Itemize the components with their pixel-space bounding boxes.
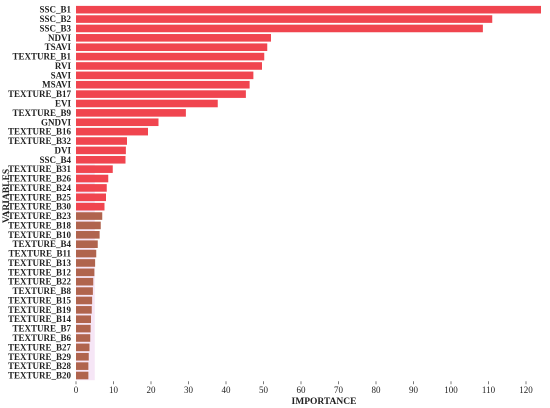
bar [76, 34, 271, 42]
bar [76, 306, 92, 314]
bar [76, 193, 106, 202]
bar [76, 62, 262, 70]
x-tick-label: 30 [184, 385, 194, 395]
category-label: TEXTURE_B31 [8, 164, 72, 174]
x-tick-label: 80 [372, 385, 382, 395]
category-label: EVI [55, 98, 72, 108]
x-tick-label: 50 [259, 385, 269, 395]
bar [76, 296, 93, 305]
category-label: TEXTURE_B26 [8, 174, 72, 184]
category-label: TEXTURE_B23 [8, 211, 72, 221]
category-label: NDVI [48, 33, 71, 43]
category-label: DVI [54, 145, 71, 155]
category-label: TEXTURE_B17 [8, 89, 72, 99]
category-label: TEXTURE_B16 [8, 127, 72, 137]
x-tick-label: 70 [334, 385, 344, 395]
category-label: SAVI [51, 70, 72, 80]
category-label: TEXTURE_B8 [12, 286, 71, 296]
category-label: TEXTURE_B11 [8, 249, 71, 259]
bar [76, 343, 90, 352]
category-label: TEXTURE_B24 [8, 183, 72, 193]
bar [76, 184, 107, 192]
bar [76, 5, 541, 14]
category-label: TEXTURE_B30 [8, 202, 72, 212]
bar [76, 212, 103, 220]
category-label: TEXTURE_B25 [8, 192, 72, 202]
bar [76, 231, 100, 239]
bars-layer [76, 5, 541, 380]
bar [76, 249, 97, 258]
bar [76, 371, 89, 380]
category-label: TEXTURE_B6 [12, 333, 71, 343]
bar [76, 137, 127, 145]
category-label: TEXTURE_B15 [8, 295, 72, 305]
category-label: TEXTURE_B1 [12, 52, 71, 62]
category-label: TEXTURE_B29 [8, 352, 72, 362]
category-label: TEXTURE_B13 [8, 258, 72, 268]
bar [76, 155, 126, 164]
bar [76, 71, 254, 80]
category-label: SSC_B3 [39, 23, 71, 33]
category-label: SSC_B2 [39, 14, 71, 24]
category-label: TEXTURE_B20 [8, 371, 72, 381]
bar [76, 43, 268, 52]
category-label: TEXTURE_B32 [8, 136, 72, 146]
x-tick-label: 60 [297, 385, 307, 395]
bar [76, 268, 95, 277]
bar [76, 240, 98, 248]
bar [76, 127, 148, 136]
bar [76, 362, 89, 370]
bar [76, 352, 89, 361]
x-axis-title: IMPORTANCE [292, 397, 357, 407]
bar [76, 259, 96, 267]
category-label: RVI [55, 61, 72, 71]
x-tick-label: 90 [409, 385, 419, 395]
x-tick-label: 110 [482, 385, 496, 395]
category-label: TEXTURE_B14 [8, 314, 72, 324]
bar [76, 24, 483, 33]
bar [76, 287, 93, 295]
category-label: TEXTURE_B4 [12, 239, 71, 249]
bar [76, 80, 250, 89]
category-label: TSAVI [45, 42, 72, 52]
category-label: TEXTURE_B19 [8, 305, 72, 315]
bar [76, 146, 126, 155]
category-label: TEXTURE_B27 [8, 342, 72, 352]
category-labels: SSC_B1SSC_B2SSC_B3NDVITSAVITEXTURE_B1RVI… [8, 5, 72, 381]
category-label: TEXTURE_B18 [8, 220, 72, 230]
category-label: SSC_B4 [39, 155, 71, 165]
bar [76, 165, 113, 173]
bar [76, 277, 94, 286]
category-label: TEXTURE_B12 [8, 267, 72, 277]
bar [76, 174, 109, 183]
x-axis-ticks: 0 10 20 30 40 50 60 70 80 90 100 110 120 [74, 381, 533, 395]
category-label: TEXTURE_B7 [12, 324, 71, 334]
bar [76, 99, 218, 108]
category-label: TEXTURE_B10 [8, 230, 72, 240]
bar [76, 52, 265, 61]
x-tick-label: 20 [147, 385, 157, 395]
bar [76, 202, 105, 211]
category-label: MSAVI [42, 80, 71, 90]
x-tick-label: 0 [74, 385, 79, 395]
bar [76, 15, 493, 23]
bar [76, 118, 159, 127]
category-label: TEXTURE_B9 [12, 108, 71, 118]
bar [76, 221, 101, 230]
category-label: GNDVI [41, 117, 71, 127]
x-tick-label: 40 [222, 385, 232, 395]
x-tick-label: 10 [109, 385, 119, 395]
bar [76, 109, 186, 117]
bar [76, 315, 91, 324]
y-axis-title: VARIABLES [2, 169, 12, 223]
category-label: SSC_B1 [39, 5, 71, 15]
bar [76, 324, 91, 333]
x-tick-label: 100 [444, 385, 458, 395]
bar [76, 334, 91, 342]
x-tick-label: 120 [519, 385, 533, 395]
category-label: TEXTURE_B28 [8, 361, 72, 371]
bar [76, 90, 246, 98]
category-label: TEXTURE_B22 [8, 277, 72, 287]
